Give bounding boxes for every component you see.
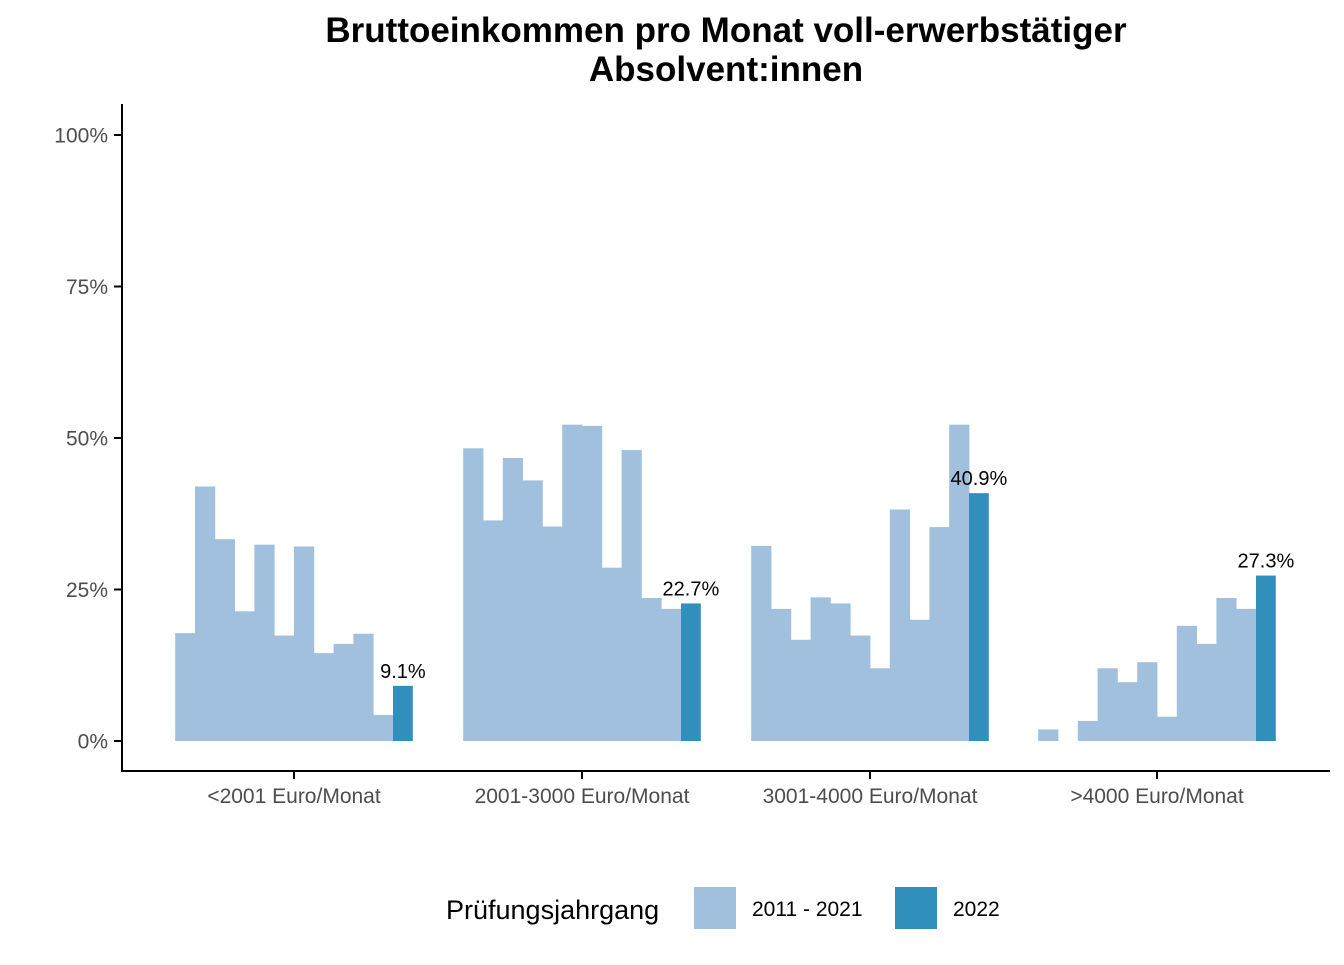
legend-title: Prüfungsjahrgang [446, 895, 659, 925]
x-tick-label-2: 3001-4000 Euro/Monat [763, 785, 978, 808]
bar-historic-0-0 [175, 633, 196, 741]
bar-2022-label-0: 9.1% [380, 661, 426, 683]
bar-historic-0-9 [353, 633, 374, 741]
bar-historic-0-5 [274, 635, 295, 741]
bar-historic-3-3 [1097, 668, 1118, 741]
legend-label-historic: 2011 - 2021 [752, 898, 863, 921]
bar-historic-3-5 [1137, 662, 1158, 741]
bar-historic-1-8 [621, 450, 642, 741]
x-tick-label-0: <2001 Euro/Monat [207, 785, 381, 808]
bar-historic-2-4 [830, 603, 851, 741]
bar-2022-3 [1256, 575, 1276, 741]
bar-historic-1-10 [661, 608, 682, 741]
bar-historic-2-10 [949, 424, 970, 741]
bar-historic-2-7 [889, 509, 910, 741]
bar-historic-1-0 [463, 448, 484, 741]
y-tick-label-4: 100% [54, 125, 108, 148]
bar-historic-2-3 [810, 597, 831, 741]
bar-historic-3-6 [1157, 716, 1178, 741]
bar-historic-0-8 [333, 644, 354, 741]
bar-historic-3-2 [1077, 721, 1098, 741]
bar-historic-2-2 [790, 639, 811, 741]
bar-2022-label-1: 22.7% [663, 578, 720, 600]
bar-historic-2-1 [771, 608, 792, 741]
bar-historic-2-6 [870, 668, 891, 741]
bar-2022-0 [393, 685, 413, 741]
bar-historic-1-4 [542, 526, 563, 741]
bar-historic-3-0 [1038, 729, 1059, 741]
bar-2022-2 [969, 493, 989, 741]
bar-historic-0-10 [373, 714, 394, 741]
x-tick-label-3: >4000 Euro/Monat [1070, 785, 1244, 808]
bar-historic-3-7 [1176, 625, 1197, 741]
bar-historic-0-6 [294, 546, 315, 741]
bar-historic-1-2 [502, 458, 523, 741]
y-tick-label-2: 50% [66, 428, 108, 451]
bar-2022-label-3: 27.3% [1238, 551, 1295, 573]
bar-historic-0-7 [313, 653, 334, 741]
bar-historic-0-3 [234, 611, 255, 741]
bar-historic-3-10 [1236, 608, 1257, 741]
bar-historic-0-4 [254, 544, 275, 741]
chart-title-line-2: Absolvent:innen [589, 50, 863, 89]
bar-historic-1-6 [582, 425, 603, 741]
bar-historic-3-9 [1216, 597, 1237, 741]
bar-historic-2-0 [751, 545, 772, 741]
bar-historic-2-8 [909, 619, 930, 741]
y-tick-label-0: 0% [78, 731, 108, 754]
legend-swatch-historic [694, 887, 736, 929]
bar-2022-label-2: 40.9% [951, 468, 1008, 490]
legend-swatch-current [895, 887, 937, 929]
bar-historic-3-4 [1117, 682, 1138, 741]
y-tick-label-3: 75% [66, 276, 108, 299]
y-tick-label-1: 25% [66, 579, 108, 602]
x-tick-label-1: 2001-3000 Euro/Monat [475, 785, 690, 808]
legend: Prüfungsjahrgang 2011 - 2021 2022 [446, 887, 1000, 929]
bar-historic-1-9 [641, 597, 662, 741]
legend-label-current: 2022 [953, 898, 1000, 921]
bar-historic-1-5 [562, 424, 583, 741]
bars-layer [175, 424, 1276, 741]
bar-historic-2-9 [929, 527, 950, 741]
bar-historic-1-3 [522, 480, 543, 741]
bar-2022-1 [681, 603, 701, 741]
bar-historic-1-7 [601, 567, 622, 741]
bar-historic-1-1 [483, 520, 504, 741]
bar-historic-0-2 [214, 539, 235, 741]
bar-historic-0-1 [195, 486, 216, 741]
bar-historic-2-5 [850, 635, 871, 741]
y-ticks-layer: 0% 25% 50% 75% 100% [54, 125, 122, 754]
x-ticks-layer: <2001 Euro/Monat 2001-3000 Euro/Monat 3001… [207, 771, 1244, 808]
value-labels-layer: 9.1% 22.7% 40.9% 27.3% [380, 468, 1294, 683]
bar-historic-3-8 [1196, 644, 1217, 741]
chart-title-line-1: Bruttoeinkommen pro Monat voll-erwerbstä… [325, 11, 1127, 50]
